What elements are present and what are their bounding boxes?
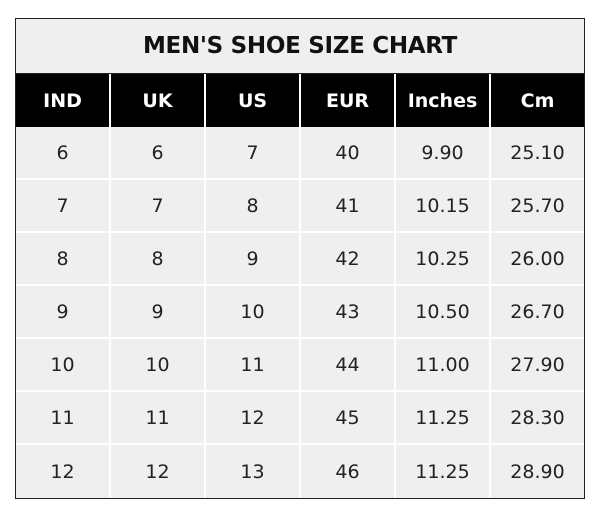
column-header: EUR bbox=[301, 74, 396, 127]
table-cell: 46 bbox=[301, 445, 396, 498]
table-cell: 10 bbox=[206, 286, 301, 339]
table-cell: 10 bbox=[111, 339, 206, 392]
table-cell: 42 bbox=[301, 233, 396, 286]
table-cell: 11 bbox=[16, 392, 111, 445]
column-header: US bbox=[206, 74, 301, 127]
table-cell: 10.25 bbox=[396, 233, 491, 286]
table-row: 11 11 12 45 11.25 28.30 bbox=[16, 392, 584, 445]
table-cell: 12 bbox=[111, 445, 206, 498]
table-cell: 25.70 bbox=[491, 180, 584, 233]
table-row: 8 8 9 42 10.25 26.00 bbox=[16, 233, 584, 286]
table-cell: 44 bbox=[301, 339, 396, 392]
table-title: MEN'S SHOE SIZE CHART bbox=[16, 19, 584, 74]
table-cell: 11.25 bbox=[396, 392, 491, 445]
table-cell: 6 bbox=[16, 127, 111, 180]
table-cell: 11.00 bbox=[396, 339, 491, 392]
table-row: 9 9 10 43 10.50 26.70 bbox=[16, 286, 584, 339]
table-cell: 10 bbox=[16, 339, 111, 392]
table-cell: 6 bbox=[111, 127, 206, 180]
table-cell: 26.70 bbox=[491, 286, 584, 339]
table-cell: 26.00 bbox=[491, 233, 584, 286]
table-cell: 13 bbox=[206, 445, 301, 498]
table-cell: 8 bbox=[206, 180, 301, 233]
table-cell: 40 bbox=[301, 127, 396, 180]
table-cell: 43 bbox=[301, 286, 396, 339]
table-cell: 25.10 bbox=[491, 127, 584, 180]
table-cell: 8 bbox=[111, 233, 206, 286]
table-cell: 11.25 bbox=[396, 445, 491, 498]
table-cell: 10.15 bbox=[396, 180, 491, 233]
table-cell: 7 bbox=[111, 180, 206, 233]
table-cell: 7 bbox=[206, 127, 301, 180]
table-body: 6 6 7 40 9.90 25.10 7 7 8 41 10.15 25.70 8 8 9 42 10.25 2… bbox=[16, 127, 584, 498]
table-cell: 28.30 bbox=[491, 392, 584, 445]
table-row: 12 12 13 46 11.25 28.90 bbox=[16, 445, 584, 498]
table-cell: 8 bbox=[16, 233, 111, 286]
size-chart-table: MEN'S SHOE SIZE CHART IND UK US EUR Inches Cm… bbox=[15, 18, 585, 499]
header-row: IND UK US EUR Inches Cm bbox=[16, 74, 584, 127]
table-cell: 7 bbox=[16, 180, 111, 233]
table-cell: 12 bbox=[206, 392, 301, 445]
table-cell: 41 bbox=[301, 180, 396, 233]
table-cell: 9 bbox=[16, 286, 111, 339]
table-row: 7 7 8 41 10.15 25.70 bbox=[16, 180, 584, 233]
table-row: 6 6 7 40 9.90 25.10 bbox=[16, 127, 584, 180]
table-cell: 12 bbox=[16, 445, 111, 498]
table-cell: 9.90 bbox=[396, 127, 491, 180]
table-cell: 45 bbox=[301, 392, 396, 445]
table-cell: 11 bbox=[111, 392, 206, 445]
table-cell: 11 bbox=[206, 339, 301, 392]
column-header: Inches bbox=[396, 74, 491, 127]
column-header: IND bbox=[16, 74, 111, 127]
column-header: Cm bbox=[491, 74, 584, 127]
column-header: UK bbox=[111, 74, 206, 127]
table-cell: 10.50 bbox=[396, 286, 491, 339]
table-cell: 9 bbox=[206, 233, 301, 286]
table-cell: 28.90 bbox=[510, 460, 565, 483]
table-cell: 27.90 bbox=[491, 339, 584, 392]
table-row: 10 10 11 44 11.00 27.90 bbox=[16, 339, 584, 392]
table-cell: 9 bbox=[111, 286, 206, 339]
